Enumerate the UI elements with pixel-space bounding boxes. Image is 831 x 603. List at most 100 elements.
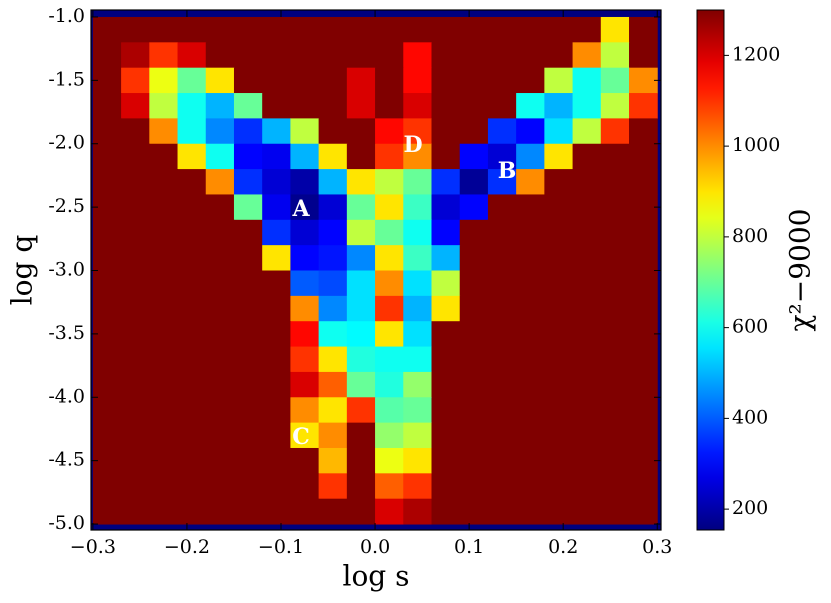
heatmap-cell [92, 397, 122, 424]
heatmap-cell [262, 295, 291, 322]
y-tick-label: -1.0 [48, 5, 85, 27]
heatmap-cell [403, 473, 432, 500]
heatmap-cell [121, 498, 150, 525]
colorbar-label: χ²−9000 [784, 209, 817, 332]
heatmap-cell [629, 143, 658, 170]
heatmap-cell [149, 245, 179, 272]
heatmap-cell [205, 346, 235, 373]
heatmap-cell [459, 67, 489, 94]
heatmap-cell [233, 42, 263, 69]
heatmap-cell [205, 473, 235, 500]
heatmap-cell [431, 473, 461, 500]
heatmap-cell [290, 473, 320, 500]
heatmap-cell [375, 245, 404, 272]
y-tick-label: -2.0 [48, 132, 85, 154]
heatmap-cell [629, 422, 658, 449]
heatmap-cell [403, 67, 432, 94]
heatmap-cell [431, 270, 461, 297]
heatmap-cell [205, 118, 235, 145]
heatmap-cell [516, 295, 545, 322]
heatmap-cell [629, 295, 658, 322]
heatmap-cell [572, 295, 602, 322]
heatmap-cell [403, 422, 432, 449]
heatmap-cell [487, 93, 517, 119]
heatmap-cell [346, 473, 376, 500]
heatmap-cell [233, 245, 263, 272]
heatmap-cell [600, 143, 630, 170]
annotation: C [292, 424, 310, 450]
heatmap-cell [177, 447, 207, 474]
colorbar-tick-label: 400 [732, 406, 768, 428]
annotation: A [291, 196, 310, 222]
heatmap-cell [262, 143, 291, 170]
heatmap-cell [92, 169, 122, 195]
heatmap-cell [516, 194, 545, 221]
heatmap-cell [233, 346, 263, 373]
heatmap-cell [431, 169, 461, 195]
heatmap-cell [92, 346, 122, 373]
heatmap-cell [487, 143, 517, 170]
heatmap-cell [346, 371, 376, 398]
heatmap-cell [346, 397, 376, 424]
heatmap-cell [544, 270, 574, 297]
heatmap-cell [516, 93, 545, 119]
heatmap-cell [431, 219, 461, 246]
heatmap-cell [92, 219, 122, 246]
heatmap-cell [346, 143, 376, 170]
heatmap-cell [403, 371, 432, 398]
heatmap-cell [600, 16, 630, 43]
heatmap-cell [487, 473, 517, 500]
heatmap-cell [459, 422, 489, 449]
heatmap-cell [290, 270, 320, 297]
heatmap-cell [572, 245, 602, 272]
heatmap-cell [346, 422, 376, 449]
heatmap-cell [233, 295, 263, 322]
heatmap-cell [290, 245, 320, 272]
heatmap-cell [375, 447, 404, 474]
heatmap-cell [403, 42, 432, 69]
heatmap-cell [346, 42, 376, 69]
heatmap-cell [487, 245, 517, 272]
y-tick-label: -3.0 [48, 259, 85, 281]
heatmap-cell [205, 371, 235, 398]
heatmap-cell [487, 397, 517, 424]
heatmap-cell [92, 473, 122, 500]
heatmap-cell [459, 295, 489, 322]
heatmap-cell [318, 16, 348, 43]
heatmap-cell [403, 169, 432, 195]
heatmap-cell [92, 270, 122, 297]
heatmap-cell [233, 169, 263, 195]
heatmap-cell [487, 321, 517, 348]
heatmap-cell [403, 295, 432, 322]
heatmap-cell [629, 397, 658, 424]
heatmap-cell [262, 93, 291, 119]
heatmap-cell [290, 169, 320, 195]
heatmap-cell [431, 16, 461, 43]
heatmap-cell [262, 498, 291, 525]
heatmap-cell [233, 270, 263, 297]
heatmap-cell [149, 321, 179, 348]
heatmap-cell [205, 42, 235, 69]
heatmap-cell [290, 67, 320, 94]
heatmap-cell [149, 16, 179, 43]
heatmap-cell [516, 270, 545, 297]
heatmap-cell [431, 447, 461, 474]
heatmap-cell [177, 498, 207, 525]
heatmap-cell [629, 42, 658, 69]
heatmap-cell [459, 143, 489, 170]
heatmap-cell [177, 270, 207, 297]
heatmap-cell [149, 295, 179, 322]
heatmap-cell [516, 422, 545, 449]
heatmap-cell [121, 67, 150, 94]
heatmap-cell [403, 143, 432, 170]
heatmap-cell [572, 371, 602, 398]
heatmap-cell [375, 67, 404, 94]
heatmap-cell [572, 321, 602, 348]
heatmap-cell [375, 118, 404, 145]
heatmap-cell [572, 16, 602, 43]
heatmap-cell [572, 169, 602, 195]
heatmap-cell [572, 270, 602, 297]
heatmap-cell [544, 321, 574, 348]
heatmap-cell [403, 194, 432, 221]
heatmap-cell [459, 93, 489, 119]
